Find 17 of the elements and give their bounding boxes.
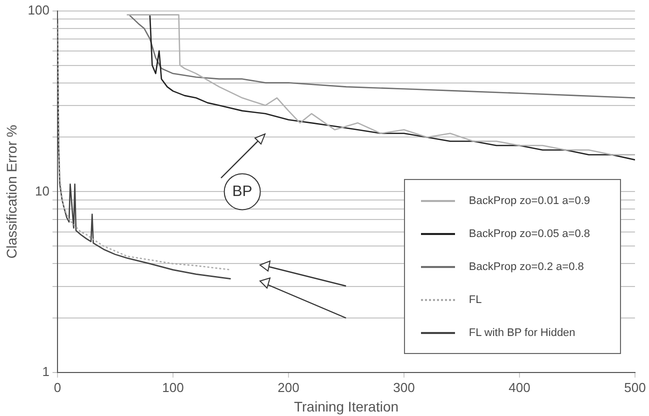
legend-label: BackProp zo=0.2 a=0.8 xyxy=(468,260,584,272)
y-tick-label: 1 xyxy=(42,364,50,380)
y-tick-label: 10 xyxy=(35,183,50,198)
y-axis-title: Classification Error % xyxy=(3,124,20,259)
x-tick-label: 200 xyxy=(278,380,300,395)
x-tick-label: 300 xyxy=(393,380,415,395)
legend-label: FL with BP for Hidden xyxy=(468,326,576,338)
legend-label: BackProp zo=0.01 a=0.9 xyxy=(468,194,590,206)
x-tick-label: 500 xyxy=(624,380,646,395)
x-tick-label: 100 xyxy=(162,380,184,395)
legend-label: BackProp zo=0.05 a=0.8 xyxy=(468,228,590,240)
y-tick-label: 100 xyxy=(28,2,50,18)
legend-label: FL xyxy=(468,294,482,306)
x-axis-title: Training Iteration xyxy=(294,398,399,414)
x-tick-label: 400 xyxy=(508,380,530,395)
x-tick-label: 0 xyxy=(54,380,62,395)
annotation: BP xyxy=(232,182,252,200)
